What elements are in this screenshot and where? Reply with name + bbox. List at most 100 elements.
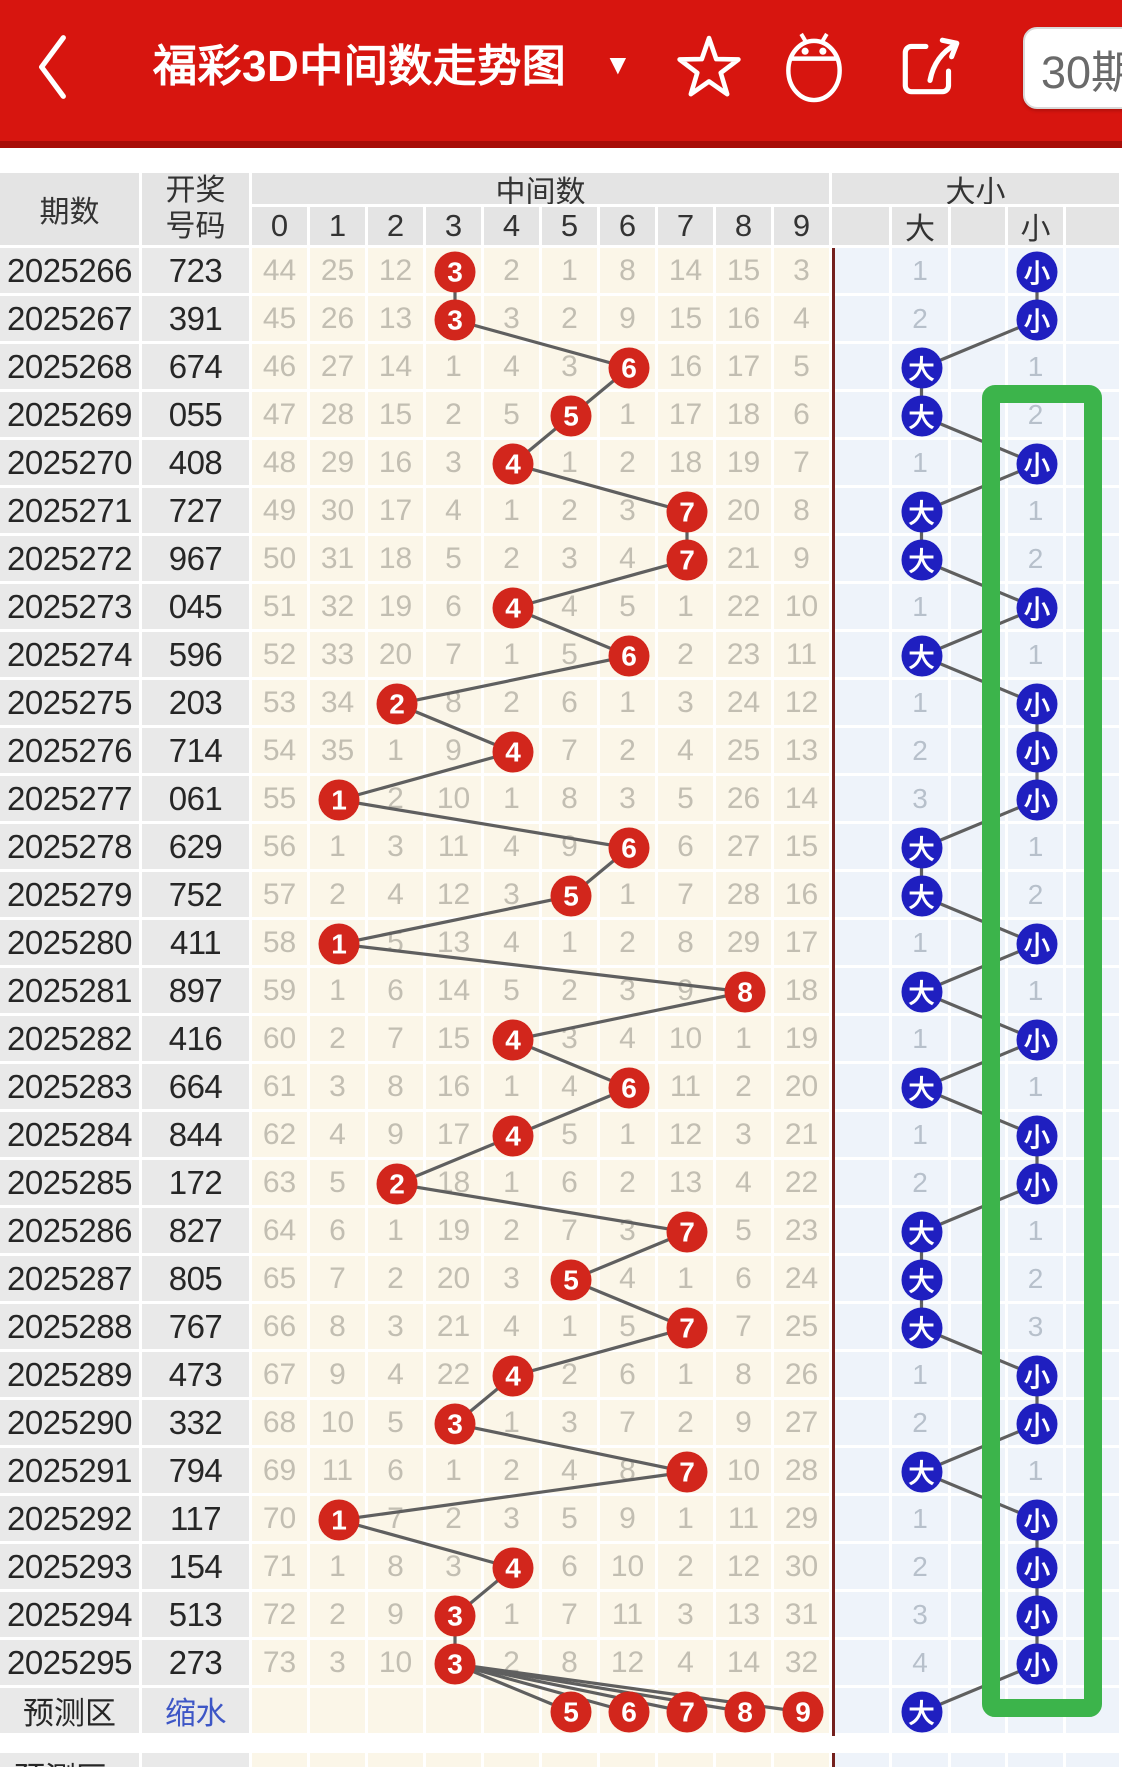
spacer-cell	[951, 680, 1008, 728]
spacer-cell	[1066, 728, 1122, 776]
digit-cell: 1	[542, 920, 600, 968]
digit-cell: 19	[426, 1208, 484, 1256]
header-digit-1: 1	[310, 207, 368, 248]
hit-circle: 4	[492, 443, 534, 485]
digit-cell	[484, 1688, 542, 1736]
digit-cell: 50	[252, 536, 310, 584]
digit-cell: 4	[658, 1640, 716, 1688]
digit-cell: 14	[716, 1640, 774, 1688]
spacer-cell	[832, 1256, 892, 1304]
period-cell: 2025293	[0, 1544, 142, 1592]
period-cell: 2025274	[0, 632, 142, 680]
digit-cell: 1	[310, 1544, 368, 1592]
digit-cell: 25	[716, 728, 774, 776]
digit-cell	[310, 1496, 368, 1544]
digit-cell: 9	[716, 1400, 774, 1448]
android-icon[interactable]	[781, 29, 847, 104]
digit-cell: 1	[658, 1256, 716, 1304]
daxiao-circle: 大	[901, 491, 942, 533]
digit-cell: 65	[252, 1256, 310, 1304]
daxiao-circle: 大	[901, 1259, 942, 1301]
digit-cell: 2	[484, 1448, 542, 1496]
spacer-cell	[951, 392, 1008, 440]
daxiao-circle: 小	[1016, 299, 1058, 341]
digit-cell: 4	[658, 728, 716, 776]
da-count-cell: 1	[892, 1352, 951, 1400]
header-digit-8: 8	[716, 207, 774, 248]
page-title[interactable]: 福彩3D中间数走势图	[153, 42, 567, 91]
digit-cell: 70	[252, 1496, 310, 1544]
digit-cell: 3	[426, 440, 484, 488]
period-cell: 2025270	[0, 440, 142, 488]
header-digit-4: 4	[484, 207, 542, 248]
shrink-link-cell[interactable]: 缩水	[142, 1688, 252, 1736]
spacer-cell	[951, 440, 1008, 488]
draw-number-cell: 805	[142, 1256, 252, 1304]
digit-cell: 2	[600, 440, 658, 488]
digit-cell: 27	[716, 824, 774, 872]
digit-cell: 28	[774, 1448, 832, 1496]
spacer-cell	[1066, 488, 1122, 536]
digit-cell: 11	[310, 1448, 368, 1496]
xiao-count-cell	[1008, 776, 1066, 824]
period-cell: 2025289	[0, 1352, 142, 1400]
hit-circle: 4	[492, 587, 534, 629]
period-selector-button[interactable]: 30期	[1023, 27, 1122, 109]
digit-cell: 11	[426, 824, 484, 872]
spacer-cell	[832, 536, 892, 584]
chevron-down-icon[interactable]: ▼	[604, 49, 632, 80]
daxiao-circle: 小	[1016, 1547, 1058, 1589]
spacer-cell	[832, 1064, 892, 1112]
header-spacer	[951, 207, 1008, 248]
spacer-cell	[832, 1208, 892, 1256]
share-icon[interactable]	[895, 32, 965, 102]
digit-cell: 5	[542, 1112, 600, 1160]
digit-cell: 3	[542, 344, 600, 392]
xiao-count-cell	[1008, 1544, 1066, 1592]
digit-cell	[484, 728, 542, 776]
da-count-cell	[892, 1688, 951, 1736]
digit-cell: 9	[774, 536, 832, 584]
hit-circle: 4	[492, 731, 534, 773]
digit-cell: 44	[252, 248, 310, 296]
draw-number-cell: 967	[142, 536, 252, 584]
digit-cell: 62	[252, 1112, 310, 1160]
period-cell: 2025271	[0, 488, 142, 536]
xiao-count-cell: 3	[1008, 1304, 1066, 1352]
digit-cell: 5	[310, 1160, 368, 1208]
back-icon[interactable]	[32, 33, 72, 101]
digit-cell: 2	[484, 1640, 542, 1688]
digit-cell: 5	[542, 632, 600, 680]
spacer-cell	[832, 728, 892, 776]
spacer-cell	[1008, 1753, 1066, 1767]
period-cell: 2025275	[0, 680, 142, 728]
digit-cell: 49	[252, 488, 310, 536]
digit-cell: 2	[426, 1496, 484, 1544]
digit-cell: 8	[716, 1352, 774, 1400]
digit-cell: 3	[658, 680, 716, 728]
digit-cell: 3	[542, 1016, 600, 1064]
spacer-cell	[832, 1304, 892, 1352]
digit-cell: 2	[716, 1064, 774, 1112]
hit-circle: 2	[376, 683, 418, 725]
digit-cell	[484, 440, 542, 488]
draw-number-cell: 827	[142, 1208, 252, 1256]
digit-cell: 7	[368, 1496, 426, 1544]
digit-cell: 20	[368, 632, 426, 680]
spacer-cell	[951, 1544, 1008, 1592]
digit-cell: 18	[716, 392, 774, 440]
favorite-star-icon[interactable]	[675, 34, 743, 100]
digit-cell: 2	[542, 296, 600, 344]
digit-cell: 1	[310, 824, 368, 872]
digit-cell: 10	[774, 584, 832, 632]
daxiao-circle: 小	[1016, 1595, 1058, 1637]
draw-number-cell: 055	[142, 392, 252, 440]
digit-cell: 3	[310, 1064, 368, 1112]
draw-number-cell: 408	[142, 440, 252, 488]
hit-circle: 1	[318, 779, 360, 821]
digit-cell: 64	[252, 1208, 310, 1256]
spacer-cell	[832, 1753, 892, 1767]
digit-cell: 7	[542, 1208, 600, 1256]
digit-cell: 3	[600, 488, 658, 536]
